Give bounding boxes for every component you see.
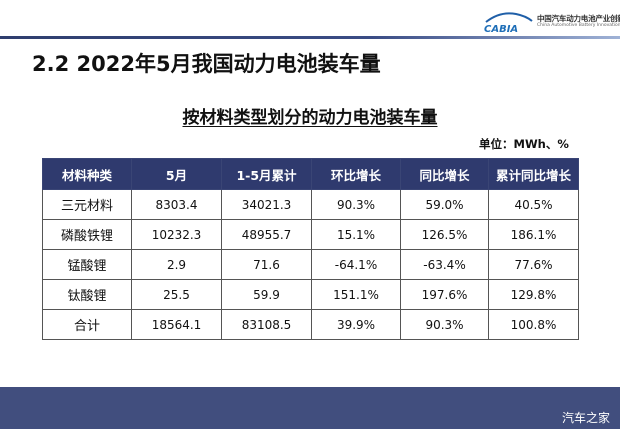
alliance-name-en: China Automotive Battery Innovation Alli… <box>537 23 620 28</box>
cell-mom: 39.9% <box>311 309 401 340</box>
cell-cumulative-yoy: 129.8% <box>488 279 579 310</box>
column-header-cumulative-yoy-growth: 累计同比增长 <box>488 158 579 190</box>
alliance-name-cn: 中国汽车动力电池产业创新联盟 <box>537 14 620 23</box>
table-title-wrap: 按材料类型划分的动力电池装车量 <box>0 103 620 128</box>
watermark: 汽车之家 <box>561 411 610 425</box>
column-header-yoy-growth: 同比增长 <box>400 158 489 190</box>
column-header-material: 材料种类 <box>42 158 132 190</box>
cell-may: 18564.1 <box>131 309 222 340</box>
cell-yoy: 59.0% <box>400 189 489 220</box>
cell-cumulative: 59.9 <box>221 279 312 310</box>
cell-cumulative: 71.6 <box>221 249 312 280</box>
cell-may: 2.9 <box>131 249 222 280</box>
cell-yoy: 197.6% <box>400 279 489 310</box>
unit-label: 单位：MWh、% <box>479 137 569 151</box>
table-header-row: 材料种类 5月 1-5月累计 环比增长 同比增长 累计同比增长 <box>42 158 579 190</box>
cell-yoy: -63.4% <box>400 249 489 280</box>
table-row: 磷酸铁锂 10232.3 48955.7 15.1% 126.5% 186.1% <box>42 219 579 250</box>
cell-cumulative: 83108.5 <box>221 309 312 340</box>
cell-mom: 151.1% <box>311 279 401 310</box>
cabia-car-logo-icon: CABIA <box>484 12 533 34</box>
cell-cumulative: 48955.7 <box>221 219 312 250</box>
cell-mom: 15.1% <box>311 219 401 250</box>
cell-mom: 90.3% <box>311 189 401 220</box>
header-divider <box>0 36 620 39</box>
footer-band: 汽车之家 <box>0 387 620 429</box>
cell-cumulative-yoy: 100.8% <box>488 309 579 340</box>
battery-installation-table: 材料种类 5月 1-5月累计 环比增长 同比增长 累计同比增长 三元材料 830… <box>42 158 579 340</box>
table-row: 钛酸锂 25.5 59.9 151.1% 197.6% 129.8% <box>42 279 579 310</box>
cell-cumulative: 34021.3 <box>221 189 312 220</box>
column-header-jan-may-cumulative: 1-5月累计 <box>221 158 312 190</box>
page-title: 2.2 2022年5月我国动力电池装车量 <box>32 52 381 76</box>
row-label: 合计 <box>42 309 132 340</box>
cell-cumulative-yoy: 186.1% <box>488 219 579 250</box>
table-row: 三元材料 8303.4 34021.3 90.3% 59.0% 40.5% <box>42 189 579 220</box>
column-header-may: 5月 <box>131 158 222 190</box>
cell-cumulative-yoy: 77.6% <box>488 249 579 280</box>
table-row-total: 合计 18564.1 83108.5 39.9% 90.3% 100.8% <box>42 309 579 340</box>
table-title: 按材料类型划分的动力电池装车量 <box>182 108 438 128</box>
cell-yoy: 126.5% <box>400 219 489 250</box>
svg-text:CABIA: CABIA <box>484 24 518 34</box>
row-label: 钛酸锂 <box>42 279 132 310</box>
cell-yoy: 90.3% <box>400 309 489 340</box>
row-label: 三元材料 <box>42 189 132 220</box>
table-row: 锰酸锂 2.9 71.6 -64.1% -63.4% 77.6% <box>42 249 579 280</box>
cell-mom: -64.1% <box>311 249 401 280</box>
cell-cumulative-yoy: 40.5% <box>488 189 579 220</box>
cell-may: 10232.3 <box>131 219 222 250</box>
cell-may: 25.5 <box>131 279 222 310</box>
cabia-logo: CABIA 中国汽车动力电池产业创新联盟 China Automotive Ba… <box>482 8 620 36</box>
cell-may: 8303.4 <box>131 189 222 220</box>
row-label: 磷酸铁锂 <box>42 219 132 250</box>
row-label: 锰酸锂 <box>42 249 132 280</box>
column-header-mom-growth: 环比增长 <box>311 158 401 190</box>
